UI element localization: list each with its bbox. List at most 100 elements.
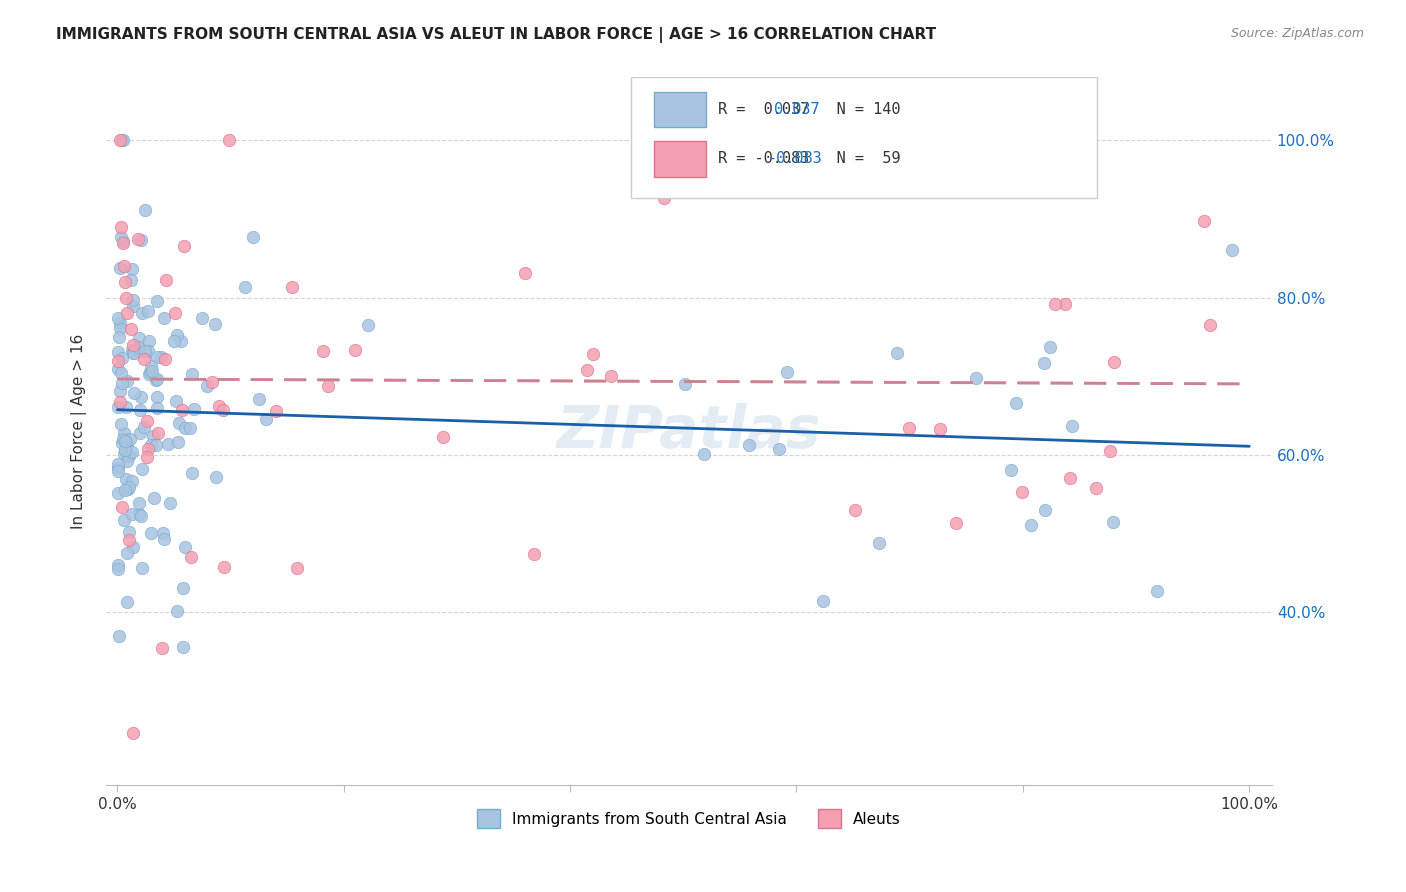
Point [128,342,150,356]
Point [1038,340,1060,354]
Point [114,434,136,449]
Point [344,343,367,358]
Point [107,400,129,414]
Text: IMMIGRANTS FROM SOUTH CENTRAL ASIA VS ALEUT IN LABOR FORCE | AGE > 16 CORRELATIO: IMMIGRANTS FROM SOUTH CENTRAL ASIA VS AL… [56,27,936,43]
Point [115,436,138,450]
Point [122,385,145,400]
Point [1084,481,1107,495]
Point [181,368,204,382]
Point [1054,296,1077,310]
Point [153,351,176,366]
Point [152,526,174,541]
Point [121,299,143,313]
Point [150,641,173,656]
Point [163,306,186,320]
Point [146,401,169,415]
Point [768,442,790,456]
Point [131,233,153,247]
Point [111,376,134,391]
Point [121,261,143,276]
Point [107,330,129,344]
Bar [654,141,706,177]
Point [211,403,233,417]
Text: R =  0.037   N = 140: R = 0.037 N = 140 [718,102,901,117]
Point [145,350,167,364]
Point [776,366,799,380]
Point [115,291,138,305]
Point [108,133,131,147]
Point [107,460,129,475]
Point [127,340,149,354]
Point [115,472,138,486]
Point [131,561,153,575]
Point [254,412,277,426]
Point [110,435,132,450]
Point [131,306,153,320]
Point [183,402,205,417]
Point [180,466,202,480]
Point [108,384,131,398]
Point [204,317,226,331]
Point [110,367,132,381]
Point [120,322,142,336]
Point [737,438,759,452]
Point [1220,243,1243,257]
Point [214,560,236,574]
Point [146,425,169,440]
Point [136,442,159,456]
Point [107,345,129,359]
Point [146,371,169,385]
Point [693,447,716,461]
Point [311,344,333,359]
Point [122,346,145,360]
Point [111,433,134,447]
Legend: Immigrants from South Central Asia, Aleuts: Immigrants from South Central Asia, Aleu… [471,803,907,834]
Point [159,496,181,510]
Point [673,376,696,391]
Point [142,428,165,442]
Point [141,364,163,378]
Text: Source: ZipAtlas.com: Source: ZipAtlas.com [1230,27,1364,40]
Point [1102,355,1125,369]
Point [174,421,197,435]
Point [1019,518,1042,533]
Point [247,392,270,406]
Point [513,266,536,280]
Point [134,352,156,367]
Point [139,359,162,373]
Point [135,450,157,464]
Point [110,321,132,335]
Point [139,526,162,541]
Text: ZIPatlas: ZIPatlas [557,403,821,459]
Point [142,491,165,505]
Point [118,450,141,464]
Point [153,311,176,326]
Point [218,133,240,147]
Point [844,503,866,517]
Point [131,462,153,476]
Point [166,604,188,618]
Point [129,508,152,523]
Point [1000,463,1022,477]
Point [121,726,143,740]
Point [108,316,131,330]
Point [318,378,340,392]
Point [117,306,139,320]
Point [107,562,129,576]
Point [432,430,454,444]
Point [111,133,134,147]
Point [115,546,138,560]
Text: 0.037: 0.037 [775,102,820,117]
Point [150,350,173,364]
Point [1033,503,1056,517]
Point [153,532,176,546]
Point [174,540,197,554]
Point [115,401,138,415]
Text: -0.083: -0.083 [768,152,823,166]
Point [118,533,141,547]
Point [134,343,156,358]
Point [136,344,159,359]
Point [929,422,952,436]
Point [945,516,967,531]
Point [242,230,264,244]
